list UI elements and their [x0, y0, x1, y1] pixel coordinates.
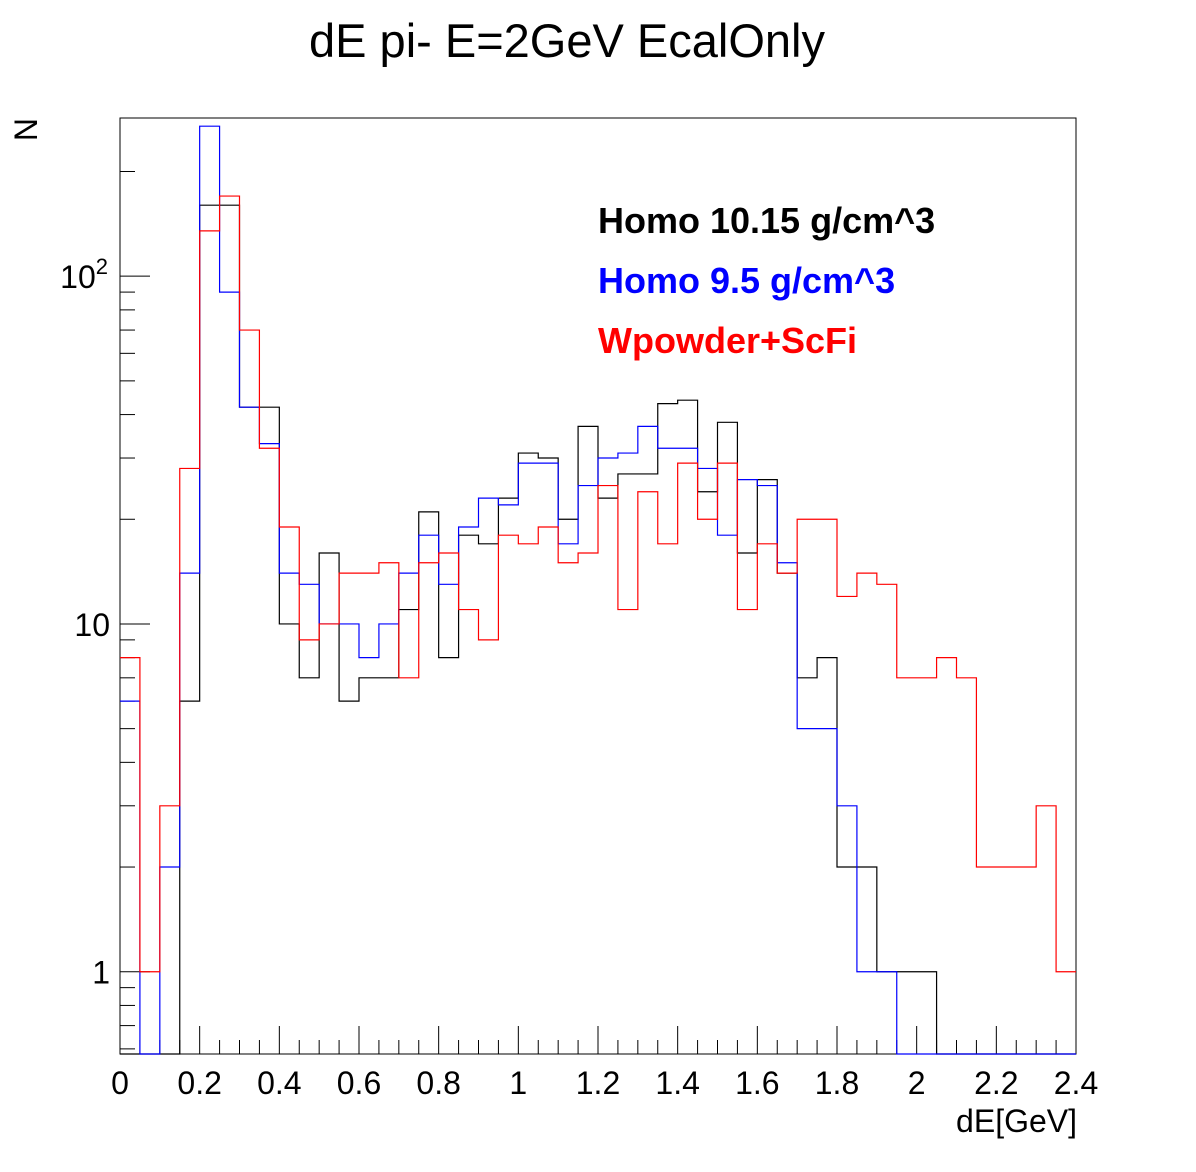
x-tick-label: 0: [111, 1065, 129, 1101]
y-tick-exponent: 2: [96, 254, 108, 279]
legend-entry: Homo 9.5 g/cm^3: [598, 260, 895, 301]
y-axis-label: N: [8, 118, 44, 141]
x-tick-label: 1.8: [815, 1065, 859, 1101]
x-axis-label: dE[GeV]: [956, 1103, 1077, 1139]
x-tick-label: 0.4: [257, 1065, 301, 1101]
y-tick-label: 102: [60, 254, 108, 295]
legend-entry: Homo 10.15 g/cm^3: [598, 200, 935, 241]
chart-title: dE pi- E=2GeV EcalOnly: [309, 14, 825, 67]
series-line-2: [120, 195, 1076, 973]
data-series: [120, 125, 1076, 1055]
x-tick-label: 1.4: [655, 1065, 699, 1101]
plot-area-border: [119, 117, 1077, 1055]
y-tick-label: 10: [74, 607, 110, 643]
x-tick-label: 0.6: [337, 1065, 381, 1101]
axis-ticks: 0 0.2 0.4 0.6 0.8 1 1.2 1.4 1.6 1.8 2 2.2 2.4 1 10 102: [60, 170, 1098, 1101]
x-tick-label: 1: [509, 1065, 527, 1101]
x-tick-label: 2: [908, 1065, 926, 1101]
x-tick-label: 2.2: [974, 1065, 1018, 1101]
legend-entry: Wpowder+ScFi: [598, 320, 857, 361]
x-tick-label: 0.8: [416, 1065, 460, 1101]
x-tick-label: 1.6: [735, 1065, 779, 1101]
x-tick-label: 2.4: [1054, 1065, 1098, 1101]
x-tick-label: 0.2: [177, 1065, 221, 1101]
y-tick-label: 1: [92, 955, 110, 991]
plot-frame: [119, 117, 1077, 1055]
legend: Homo 10.15 g/cm^3 Homo 9.5 g/cm^3 Wpowder+…: [598, 200, 935, 361]
x-tick-label: 1.2: [576, 1065, 620, 1101]
